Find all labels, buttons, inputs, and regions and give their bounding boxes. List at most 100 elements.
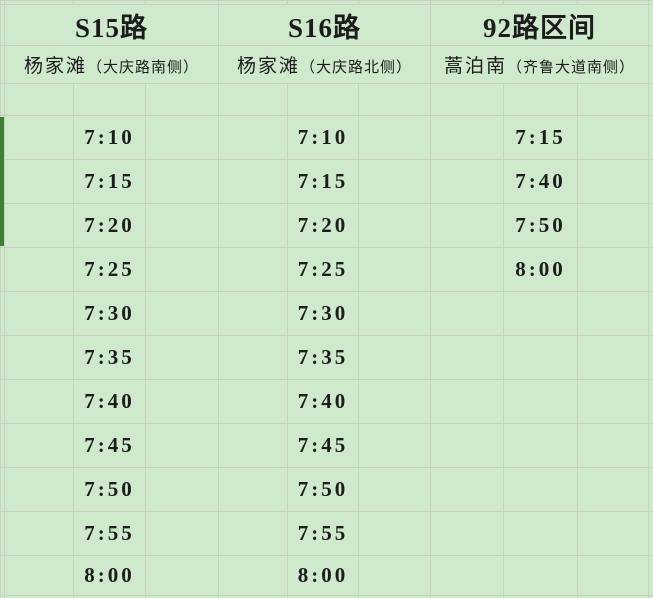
- grid-cell: [430, 335, 504, 380]
- grid-cell: [218, 247, 288, 292]
- grid-cell: [145, 203, 219, 248]
- time-cell-92: 7:40: [503, 159, 578, 204]
- grid-cell: [218, 83, 288, 116]
- grid-cell: [4, 555, 74, 596]
- grid-cell: [358, 83, 431, 116]
- row-selection-accent-bar: [0, 117, 4, 246]
- route-header-s16: S16路: [218, 4, 431, 46]
- grid-cell: [577, 555, 649, 596]
- grid-cell: [4, 247, 74, 292]
- grid-cell: [4, 511, 74, 556]
- grid-cell: [358, 511, 431, 556]
- grid-cell: [4, 291, 74, 336]
- time-cell-s15: 7:55: [73, 511, 146, 556]
- time-cell-s16: 7:15: [287, 159, 359, 204]
- time-cell-s16: 7:35: [287, 335, 359, 380]
- time-cell-s15: 8:00: [73, 555, 146, 596]
- station-detail: （大庆路南侧）: [87, 60, 200, 76]
- grid-cell: [430, 115, 504, 160]
- grid-cell: [358, 203, 431, 248]
- time-row: 7:55 7:55: [0, 511, 653, 556]
- time-row: 8:00 8:00: [0, 555, 653, 596]
- grid-cell: [648, 379, 653, 424]
- grid-cell: [577, 83, 649, 116]
- header-row: S15路 S16路 92路区间: [0, 4, 653, 46]
- time-row: 7:20 7:20 7:50: [0, 203, 653, 248]
- grid-cell: [73, 83, 146, 116]
- grid-cell: [577, 115, 649, 160]
- time-cell-s15: 7:40: [73, 379, 146, 424]
- grid-cell: [648, 335, 653, 380]
- grid-cell: [358, 247, 431, 292]
- time-row: 7:35 7:35: [0, 335, 653, 380]
- grid-cell: [218, 159, 288, 204]
- grid-cell: [430, 247, 504, 292]
- grid-cell: [577, 159, 649, 204]
- grid-cell: [648, 247, 653, 292]
- time-cell-s16: 7:55: [287, 511, 359, 556]
- time-cell-s15: 7:25: [73, 247, 146, 292]
- grid-cell: [145, 511, 219, 556]
- grid-cell: [145, 379, 219, 424]
- time-row: 7:15 7:15 7:40: [0, 159, 653, 204]
- time-cell-s16: 7:50: [287, 467, 359, 512]
- grid-cell: [648, 115, 653, 160]
- grid-cell: [648, 159, 653, 204]
- time-cell-92: [503, 379, 578, 424]
- station-cell-s16: 杨家滩（大庆路北侧）: [218, 45, 431, 84]
- grid-cell: [145, 423, 219, 468]
- station-row: 杨家滩（大庆路南侧） 杨家滩（大庆路北侧） 蒿泊南（齐鲁大道南侧）: [0, 45, 653, 84]
- grid-cell: [648, 467, 653, 512]
- grid-cell: [145, 555, 219, 596]
- time-row: 7:10 7:10 7:15: [0, 115, 653, 160]
- grid-cell: [577, 379, 649, 424]
- grid-cell: [577, 335, 649, 380]
- time-row: 7:25 7:25 8:00: [0, 247, 653, 292]
- grid-cell: [430, 203, 504, 248]
- route-header-s15: S15路: [4, 4, 219, 46]
- time-cell-s16: 7:20: [287, 203, 359, 248]
- station-name: 杨家滩: [236, 56, 300, 77]
- grid-cell: [648, 511, 653, 556]
- grid-cell: [218, 467, 288, 512]
- time-cell-s15: 7:35: [73, 335, 146, 380]
- grid-cell: [358, 423, 431, 468]
- grid-cell: [358, 291, 431, 336]
- grid-cell: [648, 4, 653, 46]
- time-cell-s15: 7:15: [73, 159, 146, 204]
- time-cell-s16: 7:40: [287, 379, 359, 424]
- time-cell-92: 8:00: [503, 247, 578, 292]
- grid-cell: [4, 115, 74, 160]
- route-header-92: 92路区间: [430, 4, 649, 46]
- time-row: 7:40 7:40: [0, 379, 653, 424]
- grid-cell: [145, 115, 219, 160]
- time-row: 7:45 7:45: [0, 423, 653, 468]
- grid-cell: [287, 83, 359, 116]
- grid-cell: [577, 423, 649, 468]
- grid-cell: [4, 203, 74, 248]
- time-cell-s15: 7:50: [73, 467, 146, 512]
- station-detail: （齐鲁大道南侧）: [507, 60, 636, 76]
- station-name: 蒿泊南: [443, 56, 507, 77]
- time-cell-s15: 7:10: [73, 115, 146, 160]
- grid-cell: [430, 83, 504, 116]
- time-cell-92: [503, 467, 578, 512]
- grid-cell: [430, 291, 504, 336]
- time-cell-s16: 8:00: [287, 555, 359, 596]
- partial-bottom-row: [0, 595, 653, 598]
- grid-cell: [648, 83, 653, 116]
- grid-cell: [503, 83, 578, 116]
- grid-cell: [4, 379, 74, 424]
- grid-cell: [358, 379, 431, 424]
- time-cell-92: 7:15: [503, 115, 578, 160]
- time-cell-92: [503, 511, 578, 556]
- time-cell-s16: 7:25: [287, 247, 359, 292]
- station-name: 杨家滩: [23, 56, 87, 77]
- grid-cell: [577, 467, 649, 512]
- grid-cell: [430, 423, 504, 468]
- time-cell-s15: 7:30: [73, 291, 146, 336]
- grid-cell: [577, 511, 649, 556]
- grid-cell: [218, 379, 288, 424]
